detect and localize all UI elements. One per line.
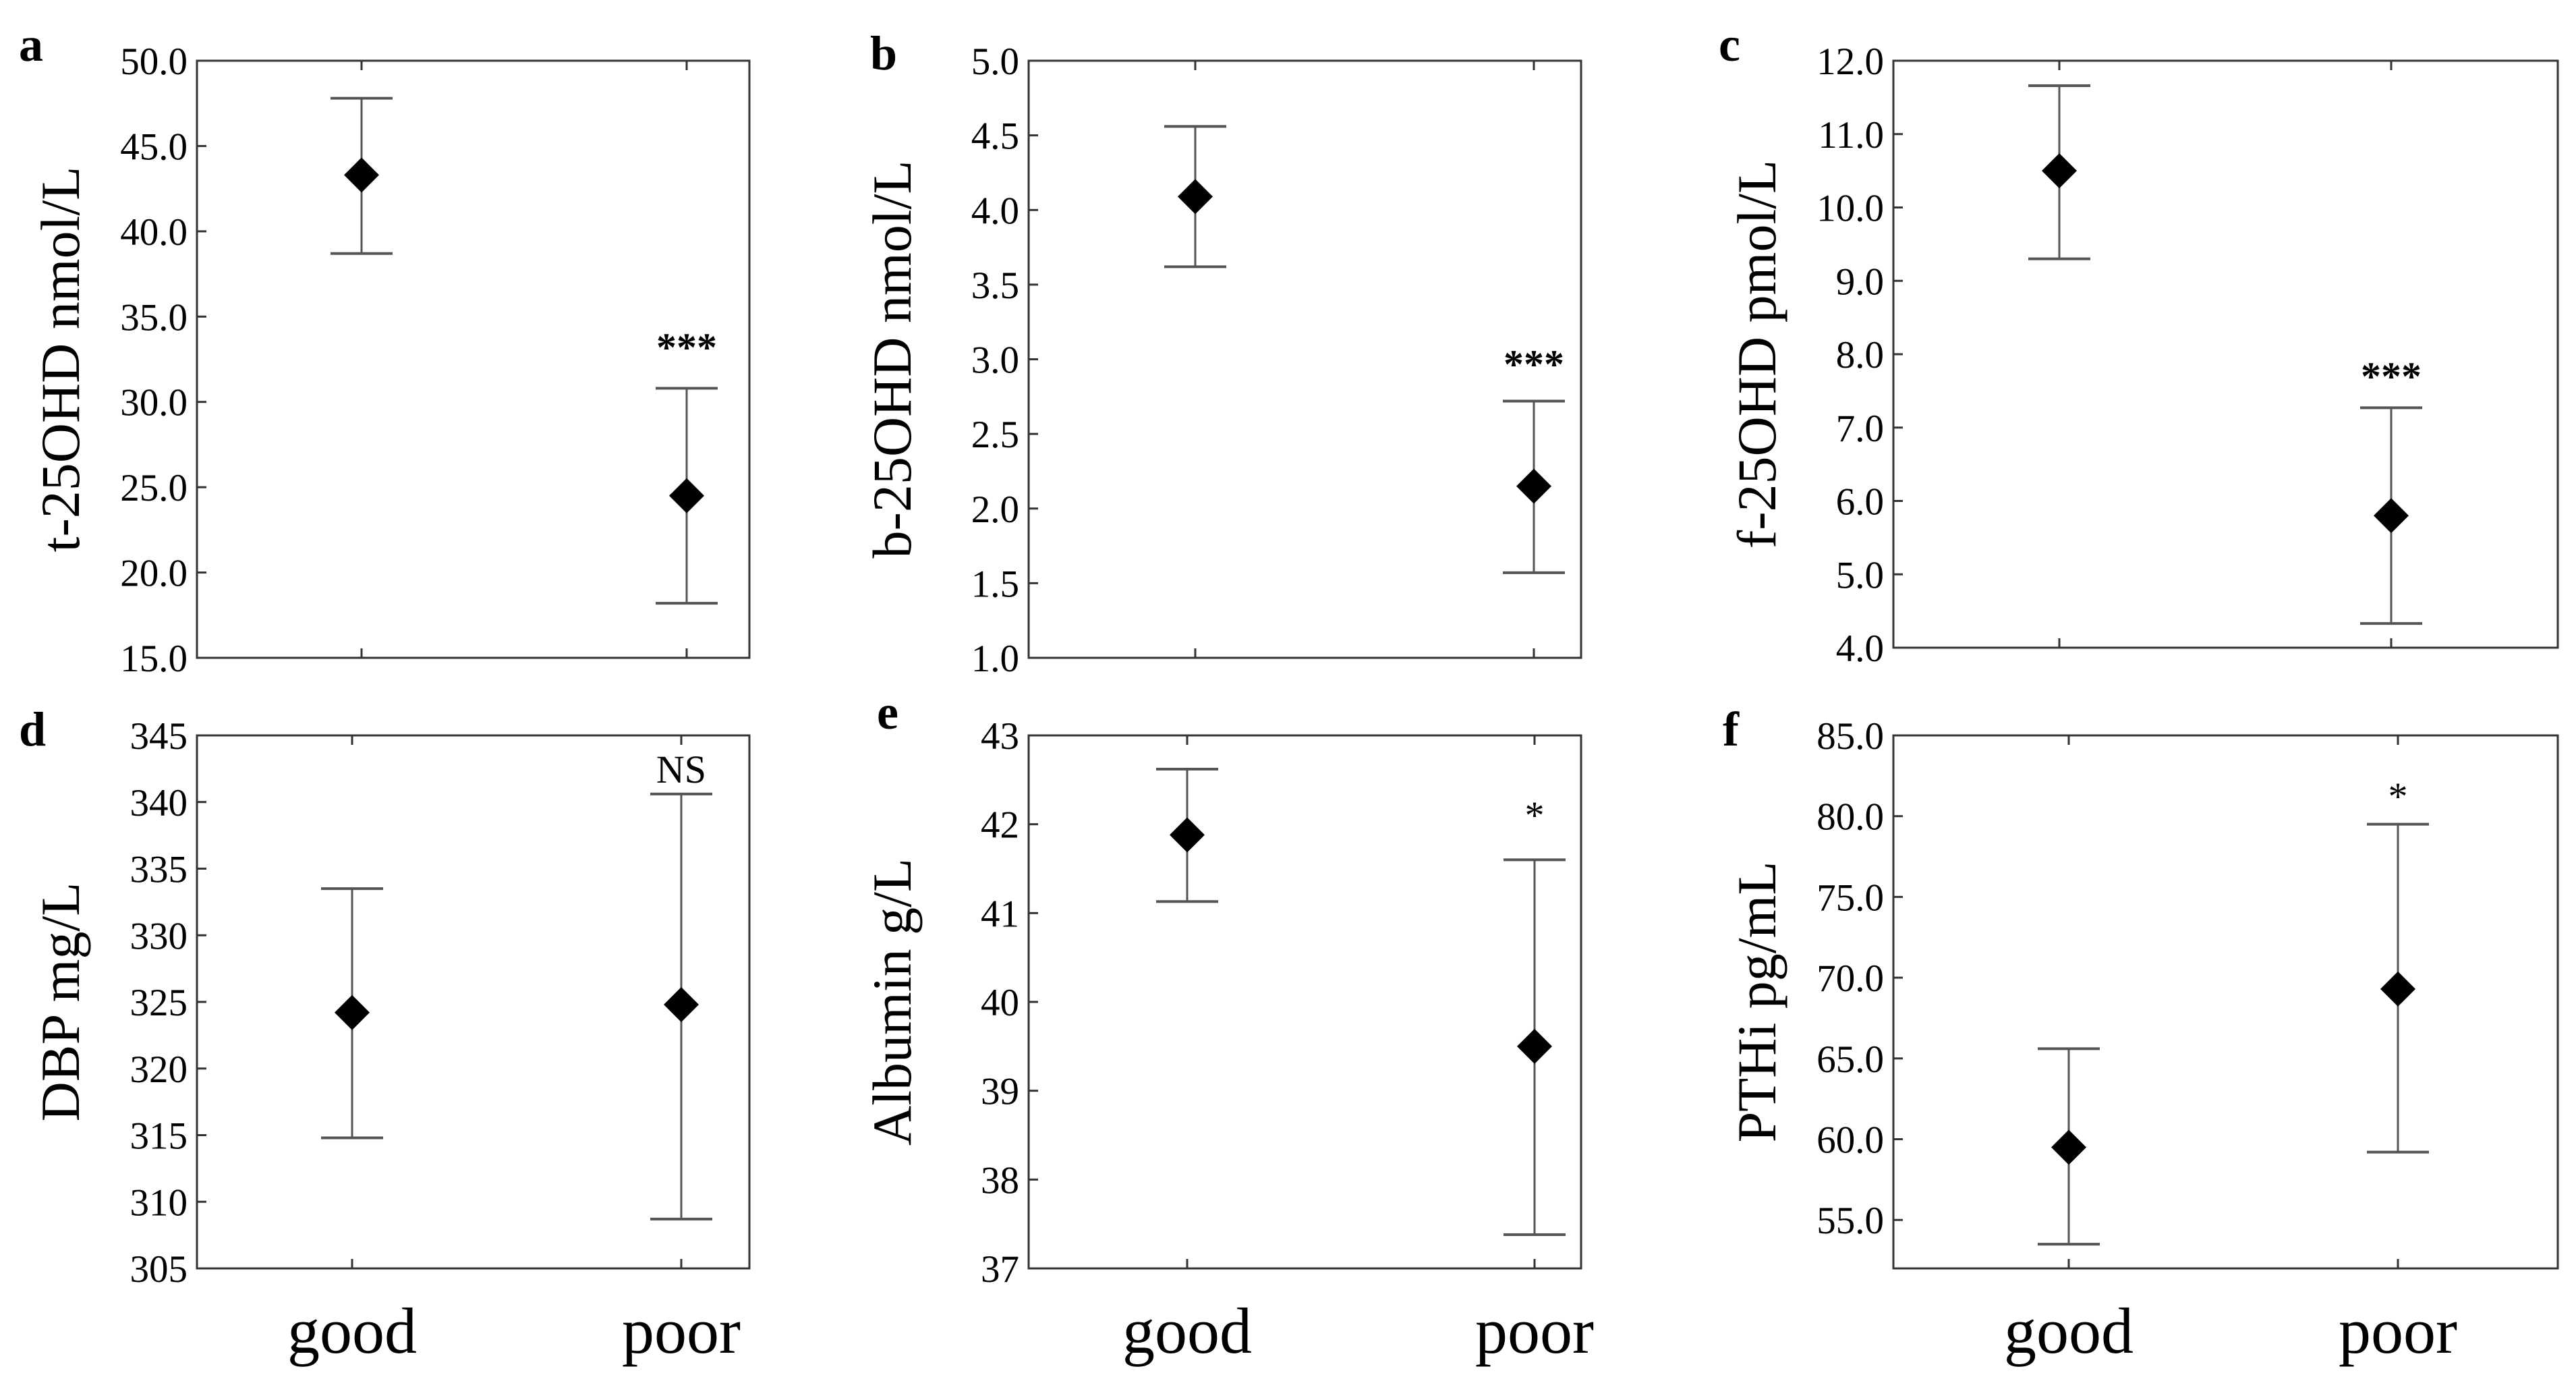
significance-label: *** [2361, 354, 2422, 399]
y-tick-label: 60.0 [1816, 1119, 1884, 1161]
y-axis-label: t-25OHD nmol/L [30, 167, 91, 553]
panel-letter: e [877, 685, 898, 739]
y-tick-label: 37 [981, 1248, 1019, 1291]
mean-marker [664, 986, 699, 1022]
mean-marker [2051, 1129, 2086, 1165]
mean-marker [335, 994, 370, 1030]
y-tick-label: 4.0 [1836, 627, 1884, 670]
plot-frame [1027, 734, 1582, 1270]
y-tick-label: 6.0 [1836, 481, 1884, 524]
significance-label: NS [656, 748, 706, 791]
y-tick-label: 25.0 [120, 467, 188, 509]
y-tick-label: 75.0 [1816, 876, 1884, 919]
panel-letter: d [19, 702, 46, 756]
panel-c: c 4.0 5.0 6.0 7.0 8.0 9.0 10.0 11.0 12.0 f-25OHD p… [1719, 18, 2559, 670]
y-axis-label: f-25OHD pmol/L [1726, 160, 1787, 549]
y-tick-label: 3.0 [971, 339, 1019, 382]
x-category-label: good [1122, 1295, 1252, 1367]
mean-marker [2042, 153, 2077, 189]
mean-marker [669, 478, 704, 513]
y-tick-label: 335 [130, 849, 188, 891]
y-tick-label: 15.0 [120, 638, 188, 680]
y-tick-label: 20.0 [120, 553, 188, 595]
mean-marker [1170, 817, 1205, 853]
y-tick-label: 340 [130, 782, 188, 824]
y-tick-label: 11.0 [1818, 114, 1884, 157]
y-axis-label: PTHi pg/mL [1726, 862, 1787, 1143]
y-tick-label: 9.0 [1836, 260, 1884, 303]
panel-f: f 55.0 60.0 65.0 70.0 75.0 80.0 85.0 PTHi pg/mL *… [1723, 702, 2559, 1367]
significance-label: * [2388, 775, 2408, 818]
y-tick-label: 2.5 [971, 414, 1019, 456]
y-axis-label: b-25OHD nmol/L [861, 161, 923, 559]
mean-marker [1517, 1028, 1552, 1064]
y-tick-label: 80.0 [1816, 796, 1884, 839]
mean-marker [1516, 468, 1551, 504]
y-tick-label: 7.0 [1836, 408, 1884, 450]
y-tick-label: 40 [981, 982, 1019, 1024]
y-tick-label: 38 [981, 1159, 1019, 1202]
y-tick-label: 315 [130, 1115, 188, 1158]
y-tick-label: 12.0 [1816, 40, 1884, 83]
y-tick-label: 305 [130, 1248, 188, 1291]
mean-marker [2374, 498, 2409, 534]
y-tick-label: 41 [981, 893, 1019, 935]
y-tick-label: 4.0 [971, 190, 1019, 232]
y-tick-label: 4.5 [971, 115, 1019, 158]
panel-letter: f [1723, 702, 1740, 756]
panel-letter: a [19, 18, 43, 72]
y-tick-label: 5.0 [1836, 554, 1884, 596]
y-tick-label: 1.0 [971, 638, 1019, 680]
y-tick-label: 345 [130, 715, 188, 758]
y-tick-label: 310 [130, 1181, 188, 1224]
y-tick-label: 2.0 [971, 488, 1019, 531]
y-tick-label: 5.0 [971, 40, 1019, 83]
y-tick-label: 8.0 [1836, 334, 1884, 376]
y-tick-label: 55.0 [1816, 1200, 1884, 1242]
y-tick-label: 10.0 [1816, 188, 1884, 230]
y-tick-label: 330 [130, 915, 188, 957]
y-axis-label: DBP mg/L [30, 882, 91, 1122]
significance-label: *** [656, 325, 717, 370]
y-tick-label: 39 [981, 1071, 1019, 1113]
plot-frame [196, 59, 751, 659]
significance-label: * [1525, 793, 1545, 837]
x-category-label: poor [1475, 1295, 1594, 1367]
panel-d: d 305 310 315 320 325 330 335 340 345 DBP mg/L NS go… [19, 702, 751, 1367]
y-tick-label: 40.0 [120, 211, 188, 254]
panel-letter: c [1719, 18, 1740, 72]
panel-a: a 15.0 20.0 25.0 30.0 35.0 40.0 45.0 50.0 t-25OHD… [19, 18, 751, 680]
plot-frame [1027, 59, 1582, 659]
y-tick-label: 35.0 [120, 296, 188, 339]
mean-marker [2380, 971, 2415, 1007]
y-tick-label: 42 [981, 804, 1019, 847]
panel-letter: b [870, 26, 897, 80]
x-category-label: good [2004, 1295, 2134, 1367]
y-tick-label: 3.5 [971, 264, 1019, 307]
y-tick-label: 50.0 [120, 40, 188, 83]
y-tick-label: 45.0 [120, 125, 188, 168]
x-category-label: good [287, 1295, 417, 1367]
y-tick-label: 325 [130, 982, 188, 1024]
y-tick-label: 1.5 [971, 563, 1019, 605]
plot-frame [1892, 734, 2559, 1270]
panel-b: b 1.0 1.5 2.0 2.5 3.0 3.5 4.0 4.5 5.0 b-25OHD nmol… [861, 26, 1582, 680]
y-axis-label: Albumin g/L [861, 858, 923, 1146]
y-tick-label: 320 [130, 1048, 188, 1091]
significance-label: *** [1504, 342, 1564, 387]
x-category-label: poor [622, 1295, 741, 1367]
mean-marker [344, 157, 379, 193]
y-tick-label: 85.0 [1816, 715, 1884, 758]
x-category-label: poor [2339, 1295, 2457, 1367]
plot-frame [1892, 59, 2559, 649]
y-tick-label: 43 [981, 715, 1019, 758]
y-tick-label: 30.0 [120, 382, 188, 424]
y-tick-label: 65.0 [1816, 1038, 1884, 1081]
panel-e: e 37 38 39 40 41 42 43 Albumin g/L * good poor [861, 685, 1594, 1367]
mean-marker [1178, 179, 1213, 215]
y-tick-label: 70.0 [1816, 957, 1884, 1000]
